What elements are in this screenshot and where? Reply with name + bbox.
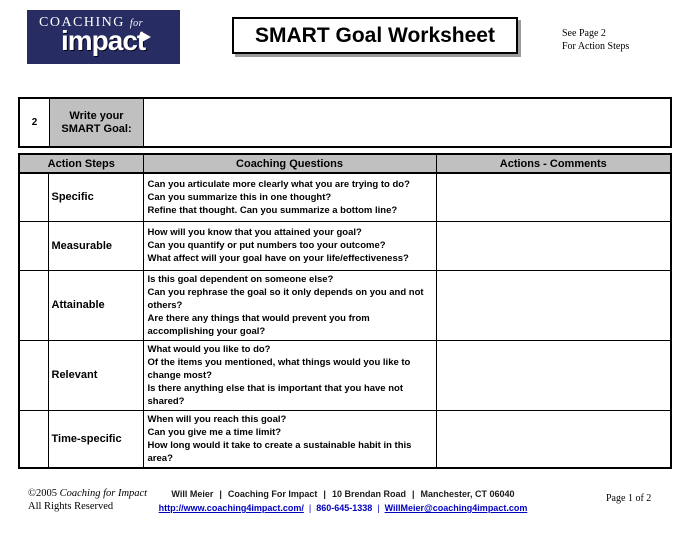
step-label-attainable: Attainable: [47, 269, 144, 341]
questions-time-specific: When will you reach this goal? Can you g…: [142, 409, 437, 468]
pipe-separator: |: [219, 489, 222, 499]
questions-specific: Can you articulate more clearly what you…: [142, 172, 437, 222]
table-row-measurable: Measurable How will you know that you at…: [18, 220, 672, 271]
pipe-separator: |: [377, 503, 380, 513]
table-row-specific: Specific Can you articulate more clearly…: [18, 172, 672, 222]
coaching-for-impact-logo: COACHING for impact: [27, 10, 180, 64]
table-row-attainable: Attainable Is this goal dependent on som…: [18, 269, 672, 341]
rights-reserved: All Rights Reserved: [28, 501, 114, 512]
table-row-time-specific: Time-specific When will you reach this g…: [18, 409, 672, 468]
header-actions-comments: Actions - Comments: [435, 153, 672, 174]
questions-measurable: How will you know that you attained your…: [142, 220, 437, 271]
row-number-cell: [18, 409, 49, 468]
header-action-steps: Action Steps: [18, 153, 144, 174]
copyright-year: ©2005: [28, 488, 57, 499]
page-title: SMART Goal Worksheet: [232, 17, 518, 54]
row-number-cell: [18, 220, 49, 271]
contact-name: Will Meier: [171, 489, 214, 499]
worksheet-table: Action Steps Coaching Questions Actions …: [18, 153, 672, 469]
email-link[interactable]: WillMeier@coaching4impact.com: [384, 503, 528, 513]
step-label-measurable: Measurable: [47, 220, 144, 271]
actions-cell-attainable[interactable]: [435, 269, 672, 341]
copyright-name: Coaching for Impact: [59, 488, 148, 499]
see-page-2-note: See Page 2 For Action Steps: [562, 27, 629, 53]
smart-goal-input-cell[interactable]: [144, 99, 670, 146]
step-label-specific: Specific: [47, 172, 144, 222]
row-number-cell: [18, 339, 49, 411]
pipe-separator: |: [323, 489, 326, 499]
actions-cell-time-specific[interactable]: [435, 409, 672, 468]
logo-coaching-text: COACHING for: [39, 15, 144, 30]
page-indicator: Page 1 of 2: [606, 493, 652, 504]
contact-city: Manchester, CT 06040: [420, 489, 515, 499]
questions-relevant: What would you like to do? Of the items …: [142, 339, 437, 411]
footer-contact-block: Will Meier | Coaching For Impact | 10 Brenda…: [110, 489, 576, 513]
phone-number: 860-645-1338: [316, 503, 373, 513]
row-number-cell: [18, 172, 49, 222]
pipe-separator: |: [411, 489, 415, 499]
arrow-right-icon: [142, 32, 152, 42]
table-row-relevant: Relevant What would you like to do? Of t…: [18, 339, 672, 411]
note-line-2: For Action Steps: [562, 41, 630, 52]
note-line-1: See Page 2: [562, 28, 606, 39]
contact-line: Will Meier | Coaching For Impact | 10 Brenda…: [110, 489, 576, 499]
actions-cell-measurable[interactable]: [435, 220, 672, 271]
goal-row-label: Write your SMART Goal:: [50, 99, 144, 146]
step-label-time-specific: Time-specific: [47, 409, 144, 468]
copyright-block: ©2005 Coaching for Impact All Rights Res…: [28, 487, 147, 513]
pipe-separator: |: [308, 503, 312, 513]
table-header-row: Action Steps Coaching Questions Actions …: [18, 153, 672, 174]
links-line: http://www.coaching4impact.com/ | 860-645-…: [110, 503, 576, 513]
header-coaching-questions: Coaching Questions: [142, 153, 437, 174]
smart-goal-row: 2 Write your SMART Goal:: [18, 97, 672, 148]
questions-attainable: Is this goal dependent on someone else? …: [142, 269, 437, 341]
website-link[interactable]: http://www.coaching4impact.com/: [158, 503, 304, 513]
logo-for-text: for: [129, 18, 144, 29]
actions-cell-specific[interactable]: [435, 172, 672, 222]
logo-impact-text: impact: [27, 27, 180, 55]
step-label-relevant: Relevant: [47, 339, 144, 411]
actions-cell-relevant[interactable]: [435, 339, 672, 411]
contact-company: Coaching For Impact: [227, 489, 318, 499]
goal-row-number: 2: [20, 99, 50, 146]
row-number-cell: [18, 269, 49, 341]
contact-street: 10 Brendan Road: [331, 489, 406, 499]
